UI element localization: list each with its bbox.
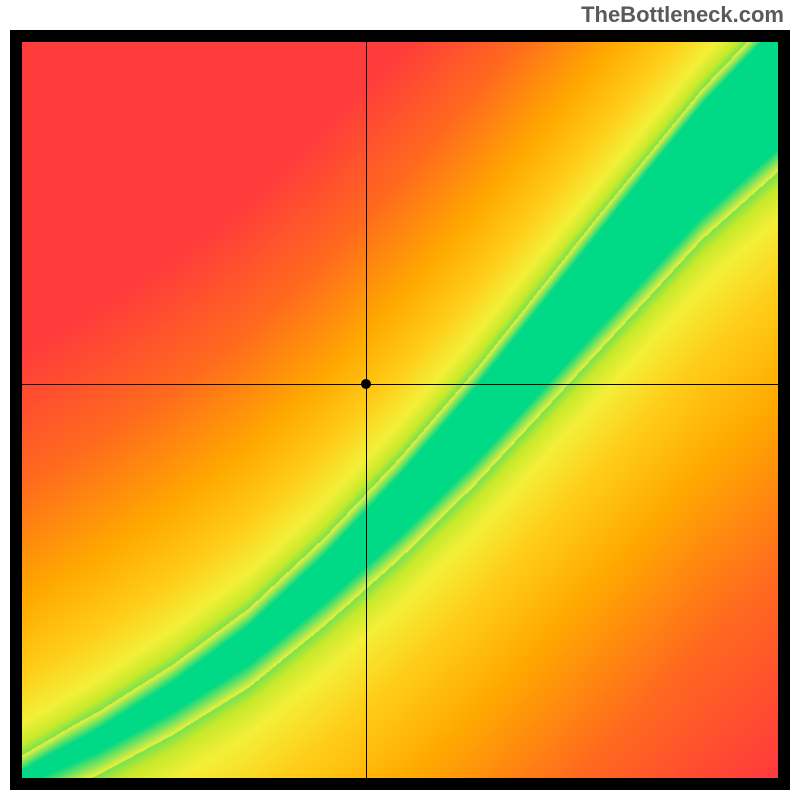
- crosshair-dot: [361, 379, 371, 389]
- crosshair-horizontal: [22, 384, 778, 385]
- crosshair-vertical: [366, 42, 367, 778]
- heatmap-canvas: [22, 42, 778, 778]
- chart-frame: [10, 30, 790, 790]
- plot-area: [22, 42, 778, 778]
- watermark-text: TheBottleneck.com: [581, 2, 784, 28]
